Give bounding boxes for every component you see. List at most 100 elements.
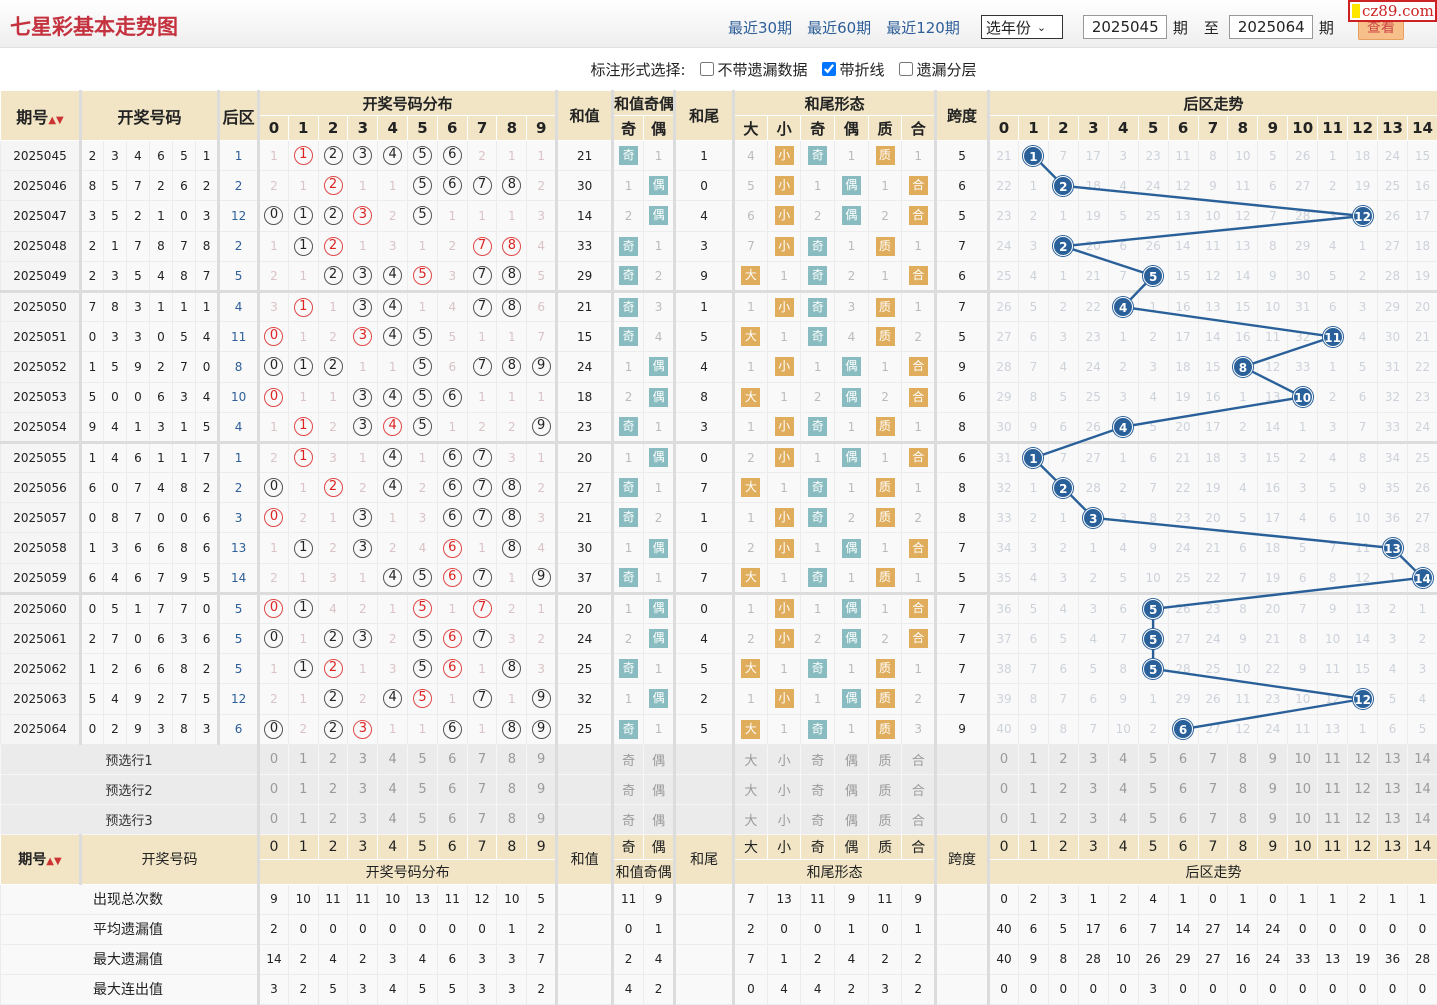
preselect-oe[interactable]: 奇	[611, 803, 645, 835]
option-missing-layer-checkbox[interactable]	[898, 62, 913, 76]
preselect-dist-8[interactable]: 8	[496, 773, 528, 805]
preselect-dist-6[interactable]: 6	[436, 803, 468, 835]
preselect-dist-6[interactable]: 6	[436, 773, 468, 805]
preselect-form[interactable]: 合	[901, 773, 937, 805]
preselect-trend-10[interactable]: 10	[1287, 803, 1319, 835]
preselect-dist-5[interactable]: 5	[407, 773, 438, 805]
preselect-form[interactable]: 小	[766, 803, 802, 835]
preselect-dist-2[interactable]: 2	[317, 743, 349, 775]
to-period-input[interactable]: 2025064	[1228, 15, 1313, 39]
preselect-dist-3[interactable]: 3	[347, 773, 379, 805]
preselect-dist-9[interactable]: 9	[526, 803, 558, 835]
preselect-form[interactable]: 奇	[800, 773, 836, 805]
option-missing-layer[interactable]: 遗漏分层	[898, 59, 977, 80]
preselect-trend-10[interactable]: 10	[1287, 773, 1319, 805]
preselect-trend-8[interactable]: 8	[1227, 803, 1259, 835]
preselect-dist-1[interactable]: 1	[287, 803, 319, 835]
preselect-form[interactable]: 合	[901, 803, 937, 835]
preselect-trend-9[interactable]: 9	[1257, 803, 1289, 835]
preselect-trend-4[interactable]: 4	[1107, 803, 1139, 835]
preselect-trend-5[interactable]: 5	[1137, 743, 1169, 775]
preselect-trend-1[interactable]: 1	[1017, 773, 1049, 805]
preselect-dist-2[interactable]: 2	[317, 773, 349, 805]
preselect-dist-1[interactable]: 1	[287, 743, 319, 775]
preselect-dist-9[interactable]: 9	[526, 773, 558, 805]
preselect-trend-6[interactable]: 6	[1167, 773, 1199, 805]
preselect-trend-11[interactable]: 11	[1317, 773, 1349, 805]
preselect-trend-11[interactable]: 11	[1317, 803, 1349, 835]
preselect-form[interactable]: 小	[766, 773, 802, 805]
preselect-dist-0[interactable]: 0	[257, 743, 289, 775]
preselect-form[interactable]: 奇	[800, 803, 836, 835]
preselect-dist-7[interactable]: 7	[466, 743, 498, 775]
preselect-trend-9[interactable]: 9	[1257, 773, 1289, 805]
preselect-trend-3[interactable]: 3	[1077, 743, 1109, 775]
preselect-trend-4[interactable]: 4	[1107, 743, 1139, 775]
preselect-trend-0[interactable]: 0	[987, 773, 1019, 805]
preselect-trend-10[interactable]: 10	[1287, 743, 1319, 775]
preselect-oe[interactable]: 偶	[643, 803, 676, 835]
preselect-dist-0[interactable]: 0	[257, 773, 289, 805]
preselect-dist-6[interactable]: 6	[436, 743, 468, 775]
preselect-trend-1[interactable]: 1	[1017, 803, 1049, 835]
preselect-dist-5[interactable]: 5	[407, 743, 438, 775]
preselect-trend-8[interactable]: 8	[1227, 773, 1259, 805]
preselect-form[interactable]: 大	[732, 803, 768, 835]
preselect-trend-3[interactable]: 3	[1077, 803, 1109, 835]
preselect-dist-9[interactable]: 9	[526, 743, 558, 775]
preselect-trend-1[interactable]: 1	[1017, 743, 1049, 775]
preselect-trend-3[interactable]: 3	[1077, 773, 1109, 805]
preselect-dist-4[interactable]: 4	[377, 803, 409, 835]
preselect-trend-7[interactable]: 7	[1197, 803, 1229, 835]
preselect-trend-11[interactable]: 11	[1317, 743, 1349, 775]
preselect-trend-7[interactable]: 7	[1197, 773, 1229, 805]
preselect-oe[interactable]: 奇	[611, 773, 645, 805]
preselect-trend-12[interactable]: 12	[1347, 743, 1379, 775]
preselect-trend-14[interactable]: 14	[1406, 803, 1437, 835]
preselect-dist-1[interactable]: 1	[287, 773, 319, 805]
preselect-form[interactable]: 质	[867, 803, 903, 835]
preselect-trend-12[interactable]: 12	[1347, 803, 1379, 835]
preselect-dist-2[interactable]: 2	[317, 803, 349, 835]
preselect-trend-2[interactable]: 2	[1047, 803, 1079, 835]
preselect-trend-13[interactable]: 13	[1377, 803, 1408, 835]
preselect-form[interactable]: 偶	[834, 743, 869, 775]
preselect-trend-5[interactable]: 5	[1137, 773, 1169, 805]
preselect-form[interactable]: 大	[732, 773, 768, 805]
preselect-trend-6[interactable]: 6	[1167, 743, 1199, 775]
sort-icon[interactable]: ▲▼	[48, 114, 64, 126]
preselect-trend-8[interactable]: 8	[1227, 743, 1259, 775]
preselect-dist-4[interactable]: 4	[377, 773, 409, 805]
header-period[interactable]: 期号▲▼	[0, 90, 81, 141]
preselect-dist-3[interactable]: 3	[347, 803, 379, 835]
preselect-trend-7[interactable]: 7	[1197, 743, 1229, 775]
preselect-oe[interactable]: 偶	[643, 773, 676, 805]
preselect-form[interactable]: 大	[732, 743, 768, 775]
preselect-dist-7[interactable]: 7	[466, 803, 498, 835]
preselect-trend-9[interactable]: 9	[1257, 743, 1289, 775]
preselect-dist-8[interactable]: 8	[496, 803, 528, 835]
preselect-dist-8[interactable]: 8	[496, 743, 528, 775]
preselect-form[interactable]: 偶	[834, 803, 869, 835]
preselect-form[interactable]: 奇	[800, 743, 836, 775]
preselect-form[interactable]: 合	[901, 743, 937, 775]
footer-period[interactable]: 期号▲▼	[0, 833, 81, 885]
link-recent-60[interactable]: 最近60期	[807, 18, 872, 37]
preselect-dist-7[interactable]: 7	[466, 773, 498, 805]
preselect-trend-6[interactable]: 6	[1167, 803, 1199, 835]
preselect-trend-0[interactable]: 0	[987, 803, 1019, 835]
option-no-missing-checkbox[interactable]	[699, 62, 714, 76]
preselect-trend-0[interactable]: 0	[987, 743, 1019, 775]
preselect-dist-0[interactable]: 0	[257, 803, 289, 835]
link-recent-120[interactable]: 最近120期	[886, 18, 960, 37]
year-select[interactable]: 选年份 ⌄	[980, 15, 1063, 39]
preselect-trend-5[interactable]: 5	[1137, 803, 1169, 835]
preselect-trend-12[interactable]: 12	[1347, 773, 1379, 805]
preselect-form[interactable]: 偶	[834, 773, 869, 805]
preselect-dist-4[interactable]: 4	[377, 743, 409, 775]
preselect-oe[interactable]: 偶	[643, 743, 676, 775]
preselect-trend-13[interactable]: 13	[1377, 773, 1408, 805]
preselect-trend-14[interactable]: 14	[1406, 743, 1437, 775]
link-recent-30[interactable]: 最近30期	[728, 18, 793, 37]
preselect-form[interactable]: 质	[867, 743, 903, 775]
